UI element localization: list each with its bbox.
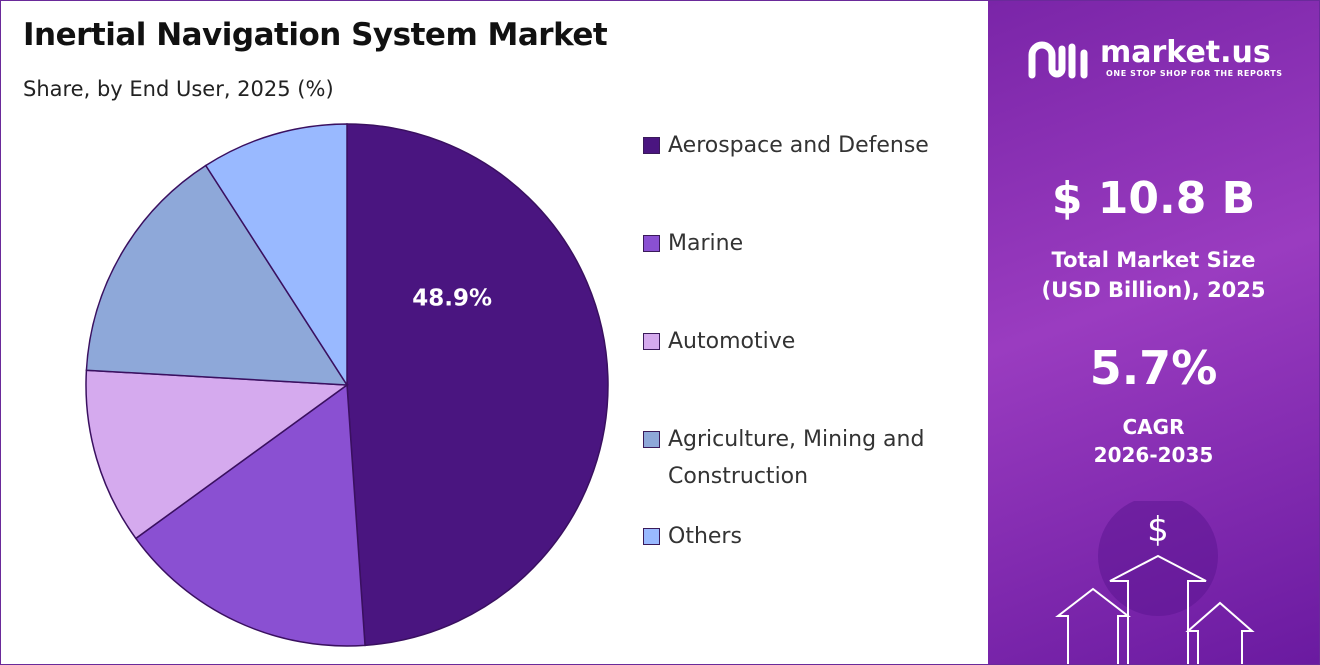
legend-label: Marine (668, 231, 744, 256)
pie-slice (85, 369, 350, 540)
legend-label: Others (668, 524, 742, 549)
market-size: $ 10.8 B (1051, 173, 1256, 224)
logo-icon (1028, 41, 1088, 79)
chart-subtitle: Share, by End User, 2025 (%) (23, 77, 334, 101)
legend-swatch (643, 528, 660, 545)
pie-slice (85, 164, 349, 386)
cagr-label: CAGR (1122, 415, 1185, 439)
cagr-value: 5.7% (1089, 341, 1218, 395)
legend-label: Automotive (668, 329, 796, 354)
svg-text:$: $ (1147, 510, 1169, 550)
legend-item: Agriculture, Mining and Construction (643, 421, 968, 495)
data-label: 48.9% (412, 286, 492, 312)
market-size-label: Total Market Size (USD Billion), 2025 (1041, 248, 1266, 302)
tagline: ONE STOP SHOP FOR THE REPORTS (1106, 69, 1283, 78)
legend-label: Aerospace and Defense (668, 133, 929, 158)
pie-slice (134, 383, 366, 647)
legend-swatch (643, 333, 660, 350)
pie-chart: 48.9% (85, 123, 609, 647)
pie-slice (346, 123, 609, 647)
legend-item: Automotive (643, 323, 968, 360)
decor-arrows: $ (1055, 501, 1255, 664)
info-panel: market.us ONE STOP SHOP FOR THE REPORTS … (988, 1, 1319, 664)
legend-item: Marine (643, 225, 968, 262)
legend-swatch (643, 235, 660, 252)
cagr-period: 2026-2035 (1093, 443, 1214, 467)
pie-slice (204, 123, 348, 388)
legend-label: Agriculture, Mining and Construction (668, 427, 925, 489)
legend-swatch (643, 431, 660, 448)
brand: market.us (1100, 35, 1271, 70)
legend-item: Aerospace and Defense (643, 127, 968, 164)
chart-title: Inertial Navigation System Market (23, 17, 608, 53)
legend-swatch (643, 137, 660, 154)
legend-item: Others (643, 518, 968, 555)
